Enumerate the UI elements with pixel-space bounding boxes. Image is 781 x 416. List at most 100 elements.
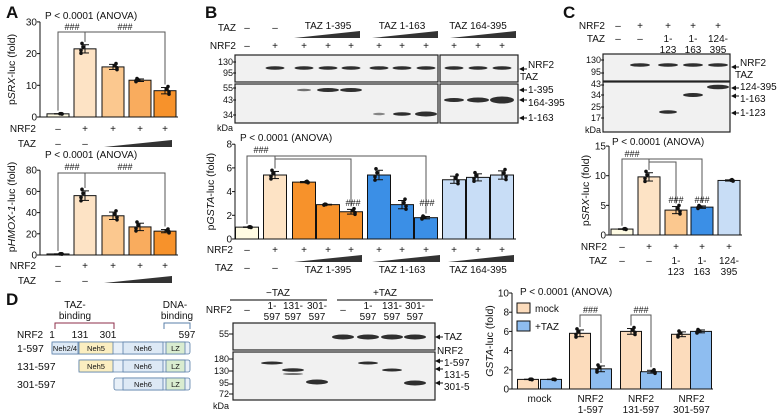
legend-label: +TAZ (535, 322, 559, 333)
blot-row-label: TAZ (587, 34, 605, 45)
row-value: + (646, 242, 652, 253)
blot-band (282, 368, 304, 372)
lane-label: 597 (384, 312, 401, 323)
data-point (454, 176, 458, 180)
data-point (644, 169, 648, 174)
blot-band (444, 98, 464, 102)
row-value: + (726, 242, 732, 253)
significance-bracket (579, 314, 602, 363)
bar (466, 176, 490, 240)
y-tick-label: 8 (226, 140, 232, 151)
y-axis-label: pSRX-luc (fold) (580, 155, 592, 226)
mw-marker: 17 (591, 113, 601, 123)
row-value: + (301, 245, 307, 256)
band-arrow (519, 66, 524, 72)
mw-marker: 95 (223, 68, 233, 78)
row-value: – (646, 256, 652, 267)
taz-dose-ramp (294, 31, 360, 38)
band-label: 124-395 (740, 82, 777, 93)
row-value: – (619, 256, 625, 267)
domain-lz (165, 359, 186, 373)
row-value: 1- (672, 256, 681, 267)
significance-mark: ### (253, 145, 268, 155)
bar (101, 66, 125, 118)
data-point (352, 206, 356, 211)
significance-mark: ### (694, 195, 709, 205)
row-value: + (110, 124, 116, 135)
data-point (502, 171, 506, 175)
group-label: +TAZ (373, 288, 397, 299)
residue-position: 1 (49, 330, 55, 341)
blot-band (318, 66, 338, 70)
y-tick-label: 4 (226, 187, 232, 198)
band-arrow (435, 366, 440, 372)
blot-taz (602, 81, 731, 133)
domain-neh2-4 (51, 341, 79, 355)
lane-label: – (244, 41, 250, 52)
x-category-label: mock (528, 394, 553, 405)
mw-unit: kDa (213, 401, 229, 411)
blot-nrf2 (602, 53, 731, 82)
data-point (114, 209, 118, 213)
significance-mark: ### (117, 22, 132, 32)
data-point (115, 217, 119, 222)
chart-title: P < 0.0001 (ANOVA) (612, 137, 704, 148)
row-value: – (55, 261, 61, 272)
blot-band (294, 66, 314, 70)
data-point (134, 229, 138, 233)
row-label: TAZ (18, 276, 36, 287)
data-point (697, 203, 701, 208)
domain-neh5 (78, 341, 114, 355)
data-point (678, 212, 682, 216)
row-value: + (475, 245, 481, 256)
mw-marker: 72 (219, 389, 229, 399)
bar (101, 215, 125, 256)
row-label: NRF2 (581, 242, 608, 253)
data-point (529, 377, 533, 381)
row-value: + (162, 124, 168, 135)
blot-band (683, 93, 703, 97)
bar (73, 195, 97, 256)
mw-marker: 43 (591, 79, 601, 89)
lane-label: 301- (307, 301, 327, 312)
mw-marker: 25 (591, 102, 601, 112)
data-point (472, 176, 476, 181)
data-point (456, 181, 460, 186)
data-point (575, 327, 579, 331)
band-arrow (731, 64, 736, 70)
data-point (323, 202, 327, 206)
data-point (269, 174, 273, 179)
band-label: NRF2 (437, 346, 464, 357)
data-point (455, 173, 459, 177)
row-value: + (82, 124, 88, 135)
blot-band (283, 373, 303, 375)
blot-row-label: NRF2 (206, 305, 233, 316)
bar (128, 226, 152, 256)
bar (339, 211, 363, 240)
residue-position: 301 (100, 330, 117, 341)
x-category-label: NRF2 (577, 394, 604, 405)
bar-mock (620, 330, 642, 390)
row-label: TAZ (18, 139, 36, 150)
y-tick-label: 40 (26, 208, 38, 219)
significance-mark: ### (345, 198, 360, 208)
y-tick-label: 6 (226, 163, 232, 174)
row-value: 395 (721, 267, 738, 278)
y-tick-label: 10 (595, 171, 607, 182)
mw-unit: kDa (217, 123, 233, 133)
bar (690, 206, 714, 236)
band-arrow (731, 93, 736, 99)
blot-band (341, 66, 361, 70)
band-label: TAZ (520, 72, 538, 83)
blot-band (369, 66, 389, 70)
lane-label: 597 (407, 312, 424, 323)
mw-marker: 55 (219, 329, 229, 339)
data-point (696, 327, 700, 332)
data-point (79, 195, 83, 200)
lane-label: – (615, 21, 621, 32)
y-tick-label: 20 (26, 229, 38, 240)
construct-label: 131-597 (17, 361, 56, 373)
bar-mock (569, 332, 591, 390)
blot-row-label: NRF2 (210, 41, 237, 52)
band-arrow (435, 358, 440, 364)
